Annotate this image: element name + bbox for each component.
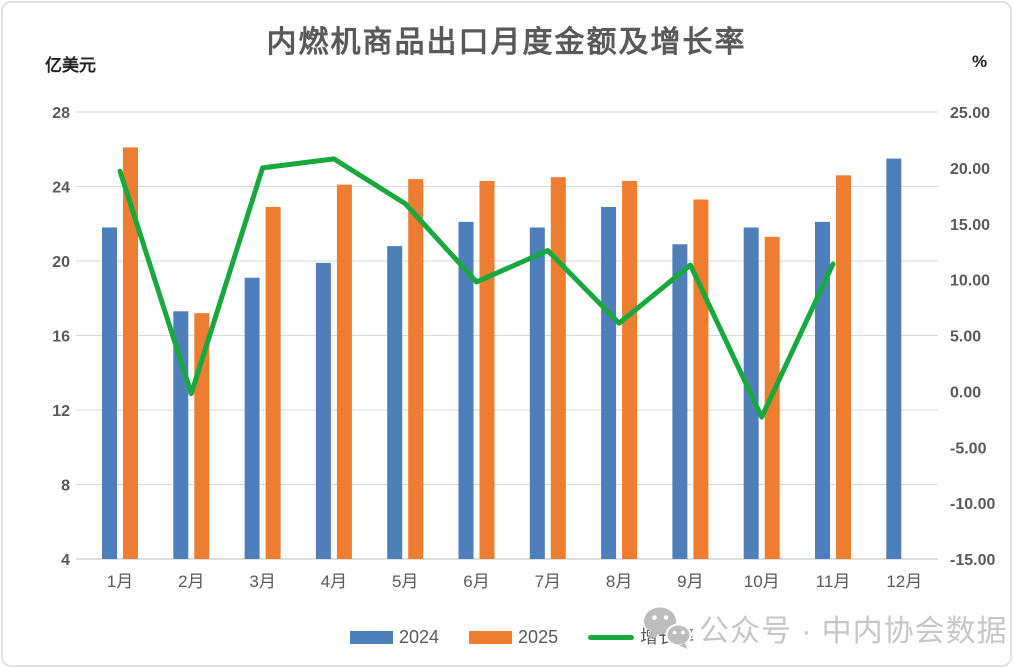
bar-2024-3月 <box>244 277 260 559</box>
right-axis-tick: 0.00 <box>950 384 981 401</box>
left-axis-tick: 4 <box>61 552 70 569</box>
right-axis-tick: -10.00 <box>950 496 995 513</box>
bar-2025-5月 <box>408 179 424 560</box>
left-axis-unit-label: 亿美元 <box>45 56 96 75</box>
bar-2024-11月 <box>815 221 830 559</box>
right-axis-tick: 25.00 <box>950 105 990 122</box>
watermark-text: 公众号 · 中内协会数据 <box>699 615 1008 648</box>
bar-2024-6月 <box>458 221 474 559</box>
x-axis-label: 11月 <box>816 572 851 591</box>
bar-2025-9月 <box>693 199 709 559</box>
bar-2025-3月 <box>265 206 281 560</box>
bar-2025-6月 <box>479 180 495 559</box>
watermark: 公众号 · 中内协会数据 <box>642 605 1008 651</box>
chart-title: 内燃机商品出口月度金额及增长率 <box>266 26 747 59</box>
legend-swatch-2025 <box>469 630 513 644</box>
x-axis-label: 12月 <box>886 572 922 591</box>
left-axis-tick: 20 <box>52 254 70 271</box>
bar-2025-1月 <box>123 147 138 559</box>
bar-2024-5月 <box>387 246 403 559</box>
legend-item-2024: 2024 <box>350 627 439 647</box>
legend-swatch-2024 <box>350 630 393 644</box>
right-axis-tick: 15.00 <box>950 217 990 234</box>
left-axis-tick: 12 <box>52 403 70 420</box>
x-axis-label: 10月 <box>744 572 780 591</box>
bar-2025-4月 <box>336 184 352 559</box>
x-axis-label: 5月 <box>392 572 418 591</box>
wechat-icon <box>644 607 692 649</box>
bar-2024-9月 <box>672 244 688 560</box>
x-axis-label: 8月 <box>606 572 632 591</box>
right-axis-tick: -15.00 <box>950 552 995 569</box>
bar-2024-12月 <box>886 158 902 559</box>
left-axis-tick: 24 <box>52 180 70 197</box>
bar-2024-1月 <box>102 227 117 559</box>
left-axis-tick: 16 <box>52 329 70 346</box>
legend-label-2025: 2025 <box>518 627 559 647</box>
bar-2025-11月 <box>836 175 851 559</box>
x-axis-label: 6月 <box>463 572 489 591</box>
bar-2024-8月 <box>601 206 617 560</box>
bar-2025-7月 <box>550 177 566 559</box>
right-axis-tick: 10.00 <box>950 273 990 290</box>
left-axis-tick: 28 <box>52 105 70 122</box>
growth-rate-line <box>117 156 836 420</box>
legend-item-2025: 2025 <box>469 627 558 647</box>
x-axis-label: 3月 <box>249 572 275 591</box>
legend-swatch-growth-rate <box>588 634 635 640</box>
left-axis-tick: 8 <box>61 478 70 495</box>
right-axis-unit-label: % <box>972 52 988 71</box>
x-axis-label: 9月 <box>677 572 703 591</box>
bar-2024-7月 <box>529 227 545 559</box>
bar-2024-4月 <box>315 262 331 559</box>
x-axis-label: 7月 <box>535 572 561 591</box>
x-axis-label: 1月 <box>107 572 133 591</box>
right-axis-tick: -5.00 <box>950 440 987 457</box>
bar-2025-8月 <box>622 180 638 559</box>
right-axis-tick: 20.00 <box>950 161 990 178</box>
right-axis-tick: 5.00 <box>950 329 981 346</box>
x-axis-label: 2月 <box>178 572 204 591</box>
x-axis-label: 4月 <box>321 572 347 591</box>
legend-label-2024: 2024 <box>399 627 440 647</box>
